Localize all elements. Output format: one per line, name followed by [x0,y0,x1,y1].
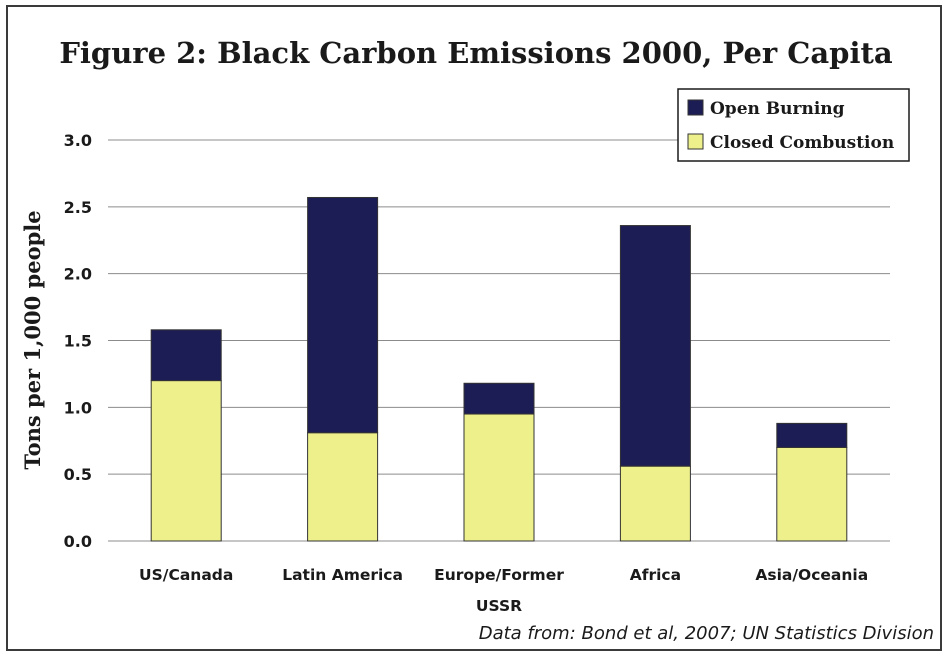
x-tick-label: US/Canada [139,566,233,584]
bar-segment [150,329,222,382]
y-tick-label: 0.5 [64,465,92,484]
bar-segment [619,225,691,467]
x-tick-label: Africa [630,566,681,584]
legend-label: Closed Combustion [710,133,894,153]
legend-swatch [687,99,704,116]
bar-segment [463,413,535,542]
x-tick-label: Latin America [282,566,403,584]
bar-segment [776,422,848,448]
y-tick-label: 0.0 [64,532,92,551]
y-tick-label: 1.5 [64,332,92,351]
x-tick-labels: US/Canada Latin America Europe/Former USSR A… [139,566,868,615]
bar-segment [307,432,379,542]
bar-segment [307,196,379,434]
legend: Open Burning Closed Combustion [677,88,910,162]
bar-segment [150,380,222,542]
legend-swatch [687,133,704,150]
y-tick-label: 2.5 [64,198,92,217]
bars [150,196,848,542]
y-axis-label: Tons per 1,000 people [20,210,45,469]
y-tick-label: 3.0 [64,131,92,150]
legend-label: Open Burning [710,99,845,119]
bar-segment [463,382,535,415]
x-tick-label: Asia/Oceania [755,566,868,584]
x-tick-label: USSR [476,597,522,615]
bar-segment [776,446,848,542]
y-tick-label: 1.0 [64,398,92,417]
chart-title: Figure 2: Black Carbon Emissions 2000, P… [59,36,893,70]
x-tick-label: Europe/Former [434,566,564,584]
source-annotation: Data from: Bond et al, 2007; UN Statisti… [479,623,934,644]
y-tick-label: 2.0 [64,265,92,284]
bar-segment [619,465,691,542]
y-tick-labels: 0.0 0.5 1.0 1.5 2.0 2.5 3.0 [64,131,92,551]
legend-box [677,88,910,162]
